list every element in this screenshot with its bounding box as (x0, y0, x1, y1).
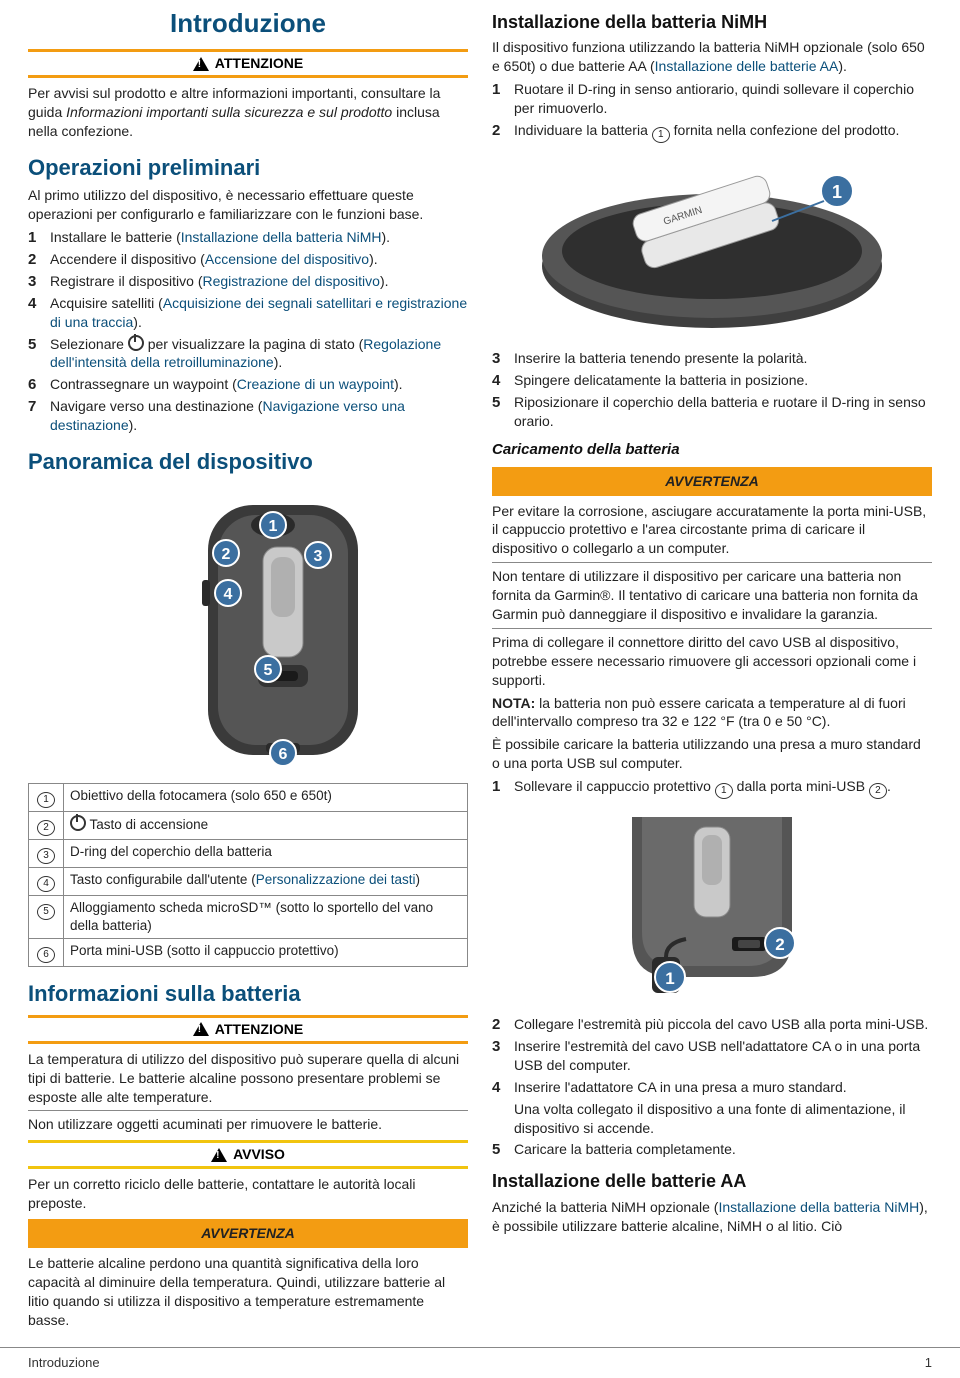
preliminari-intro: Al primo utilizzo del dispositivo, è nec… (28, 186, 468, 224)
step: Inserire l'adattatore CA in una presa a … (492, 1078, 932, 1138)
footer-right: 1 (925, 1354, 932, 1372)
link[interactable]: Personalizzazione dei tasti (256, 872, 416, 887)
step: Acquisire satelliti (Acquisizione dei se… (28, 294, 468, 332)
table-row: 5Alloggiamento scheda microSD™ (sotto lo… (29, 895, 468, 938)
circled-number: 1 (37, 792, 55, 808)
aa-heading: Installazione delle batterie AA (492, 1169, 932, 1193)
step: Contrassegnare un waypoint (Creazione di… (28, 375, 468, 394)
caricamento-steps-rest: Collegare l'estremità più piccola del ca… (492, 1015, 932, 1159)
preliminari-heading: Operazioni preliminari (28, 153, 468, 183)
link[interactable]: Installazione delle batterie AA (655, 58, 839, 74)
circled-number: 2 (869, 783, 887, 799)
avvertenza-box-2: AVVERTENZA (492, 467, 932, 496)
circled-number: 6 (37, 947, 55, 963)
avvertenza-box-1: AVVERTENZA (28, 1219, 468, 1248)
step: Selezionare per visualizzare la pagina d… (28, 335, 468, 373)
step: Ruotare il D-ring in senso antiorario, q… (492, 80, 932, 118)
attenzione-box-1: ATTENZIONE (28, 49, 468, 78)
avviso-box: AVVISO (28, 1140, 468, 1169)
link[interactable]: Registrazione del dispositivo (203, 273, 380, 289)
circled-number: 1 (715, 783, 733, 799)
step: Individuare la batteria 1 fornita nella … (492, 121, 932, 143)
usb-cap-image: 1 2 (492, 807, 932, 1007)
svg-text:1: 1 (665, 969, 674, 988)
nimh-steps-12: Ruotare il D-ring in senso antiorario, q… (492, 80, 932, 143)
step: Collegare l'estremità più piccola del ca… (492, 1015, 932, 1034)
caricamento-heading: Caricamento della batteria (492, 440, 932, 460)
preliminari-steps: Installare le batterie (Installazione de… (28, 228, 468, 435)
power-icon (128, 335, 144, 351)
attenzione-box-2: ATTENZIONE (28, 1015, 468, 1044)
circled-number: 5 (37, 904, 55, 920)
divider (492, 628, 932, 629)
step: Inserire l'estremità del cavo USB nell'a… (492, 1037, 932, 1075)
nimh-heading: Installazione della batteria NiMH (492, 10, 932, 34)
caricamento-nota: NOTA: la batteria non può essere caricat… (492, 694, 932, 732)
attenzione-label: ATTENZIONE (215, 54, 303, 73)
caricamento-pre-note: Prima di collegare il connettore diritto… (492, 633, 932, 690)
svg-text:2: 2 (222, 546, 231, 563)
table-row: 6Porta mini-USB (sotto il cappuccio prot… (29, 939, 468, 967)
parts-table: 1Obiettivo della fotocamera (solo 650 e … (28, 783, 468, 967)
link[interactable]: Installazione della batteria NiMH (181, 229, 382, 245)
svg-text:1: 1 (269, 518, 278, 535)
link[interactable]: Accensione del dispositivo (205, 251, 369, 267)
link[interactable]: Installazione della batteria NiMH (718, 1199, 919, 1215)
warning-icon (211, 1148, 227, 1162)
page-footer: Introduzione 1 (0, 1347, 960, 1378)
divider (28, 1110, 468, 1111)
svg-text:4: 4 (224, 586, 233, 603)
circled-number: 2 (37, 820, 55, 836)
panoramica-heading: Panoramica del dispositivo (28, 447, 468, 477)
battery-pack-image: GARMIN 1 (492, 151, 932, 341)
attenzione-body: La temperatura di utilizzo del dispositi… (28, 1050, 468, 1107)
step: Installare le batterie (Installazione de… (28, 228, 468, 247)
avvertenza-body: Le batterie alcaline perdono una quantit… (28, 1254, 468, 1330)
divider (492, 562, 932, 563)
avvertenza-body: Non tentare di utilizzare il dispositivo… (492, 567, 932, 624)
footer-left: Introduzione (28, 1354, 100, 1372)
device-overview-image: 1 2 3 4 5 6 (28, 485, 468, 775)
warning-icon (193, 57, 209, 71)
nimh-intro: Il dispositivo funziona utilizzando la b… (492, 38, 932, 76)
avvertenza-body: Per evitare la corrosione, asciugare acc… (492, 502, 932, 559)
link[interactable]: Creazione di un waypoint (237, 376, 394, 392)
svg-text:5: 5 (264, 662, 273, 679)
step: Caricare la batteria completamente. (492, 1140, 932, 1159)
circled-number: 1 (652, 127, 670, 143)
caricamento-post-note: È possibile caricare la batteria utilizz… (492, 735, 932, 773)
circled-number: 3 (37, 848, 55, 864)
step: Accendere il dispositivo (Accensione del… (28, 250, 468, 269)
power-icon (70, 815, 86, 831)
attenzione-body: Non utilizzare oggetti acuminati per rim… (28, 1115, 468, 1134)
svg-text:2: 2 (775, 935, 784, 954)
aa-body: Anziché la batteria NiMH opzionale (Inst… (492, 1198, 932, 1236)
step: Spingere delicatamente la batteria in po… (492, 371, 932, 390)
step: Registrare il dispositivo (Registrazione… (28, 272, 468, 291)
caricamento-steps: Sollevare il cappuccio protettivo 1 dall… (492, 777, 932, 799)
table-row: 3D-ring del coperchio della batteria (29, 839, 468, 867)
step: Navigare verso una destinazione (Navigaz… (28, 397, 468, 435)
warning-icon (193, 1022, 209, 1036)
svg-text:3: 3 (314, 548, 323, 565)
table-row: 4Tasto configurabile dall'utente (Person… (29, 867, 468, 895)
circled-number: 4 (37, 876, 55, 892)
avviso-body: Per un corretto riciclo delle batterie, … (28, 1175, 468, 1213)
svg-text:1: 1 (832, 182, 842, 202)
svg-text:6: 6 (279, 746, 288, 763)
nimh-steps-345: Inserire la batteria tenendo presente la… (492, 349, 932, 431)
step: Sollevare il cappuccio protettivo 1 dall… (492, 777, 932, 799)
intro-warning-text: Per avvisi sul prodotto e altre informaz… (28, 84, 468, 141)
page-title: Introduzione (28, 6, 468, 41)
step: Riposizionare il coperchio della batteri… (492, 393, 932, 431)
step-note: Una volta collegato il dispositivo a una… (514, 1100, 932, 1138)
table-row: 2 Tasto di accensione (29, 811, 468, 839)
table-row: 1Obiettivo della fotocamera (solo 650 e … (29, 783, 468, 811)
step: Inserire la batteria tenendo presente la… (492, 349, 932, 368)
info-batteria-heading: Informazioni sulla batteria (28, 979, 468, 1009)
